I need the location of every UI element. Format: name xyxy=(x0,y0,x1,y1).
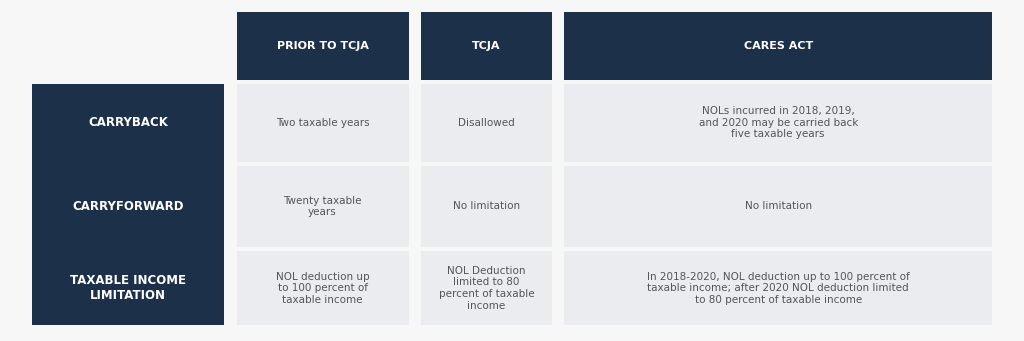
Bar xyxy=(237,166,409,247)
Bar xyxy=(564,166,992,247)
Text: NOL Deduction
limited to 80
percent of taxable
income: NOL Deduction limited to 80 percent of t… xyxy=(438,266,535,311)
Text: No limitation: No limitation xyxy=(744,201,812,211)
Text: Disallowed: Disallowed xyxy=(458,118,515,128)
Text: CARES ACT: CARES ACT xyxy=(743,41,813,51)
Bar xyxy=(421,84,552,162)
Text: PRIOR TO TCJA: PRIOR TO TCJA xyxy=(276,41,369,51)
Text: TCJA: TCJA xyxy=(472,41,501,51)
Text: NOLs incurred in 2018, 2019,
and 2020 may be carried back
five taxable years: NOLs incurred in 2018, 2019, and 2020 ma… xyxy=(698,106,858,139)
Bar xyxy=(421,251,552,325)
Bar xyxy=(421,166,552,247)
Text: NOL deduction up
to 100 percent of
taxable income: NOL deduction up to 100 percent of taxab… xyxy=(275,271,370,305)
Bar xyxy=(564,251,992,325)
Bar xyxy=(237,84,409,162)
Bar xyxy=(237,12,409,80)
Text: Twenty taxable
years: Twenty taxable years xyxy=(284,195,361,217)
Text: In 2018-2020, NOL deduction up to 100 percent of
taxable income; after 2020 NOL : In 2018-2020, NOL deduction up to 100 pe… xyxy=(647,271,909,305)
Bar xyxy=(564,12,992,80)
Text: Two taxable years: Two taxable years xyxy=(275,118,370,128)
Text: CARRYBACK: CARRYBACK xyxy=(88,116,168,129)
Text: TAXABLE INCOME
LIMITATION: TAXABLE INCOME LIMITATION xyxy=(70,274,186,302)
Text: No limitation: No limitation xyxy=(453,201,520,211)
Text: CARRYFORWARD: CARRYFORWARD xyxy=(73,200,183,213)
Bar xyxy=(32,84,224,325)
Bar xyxy=(421,12,552,80)
Bar xyxy=(237,251,409,325)
Bar xyxy=(564,84,992,162)
